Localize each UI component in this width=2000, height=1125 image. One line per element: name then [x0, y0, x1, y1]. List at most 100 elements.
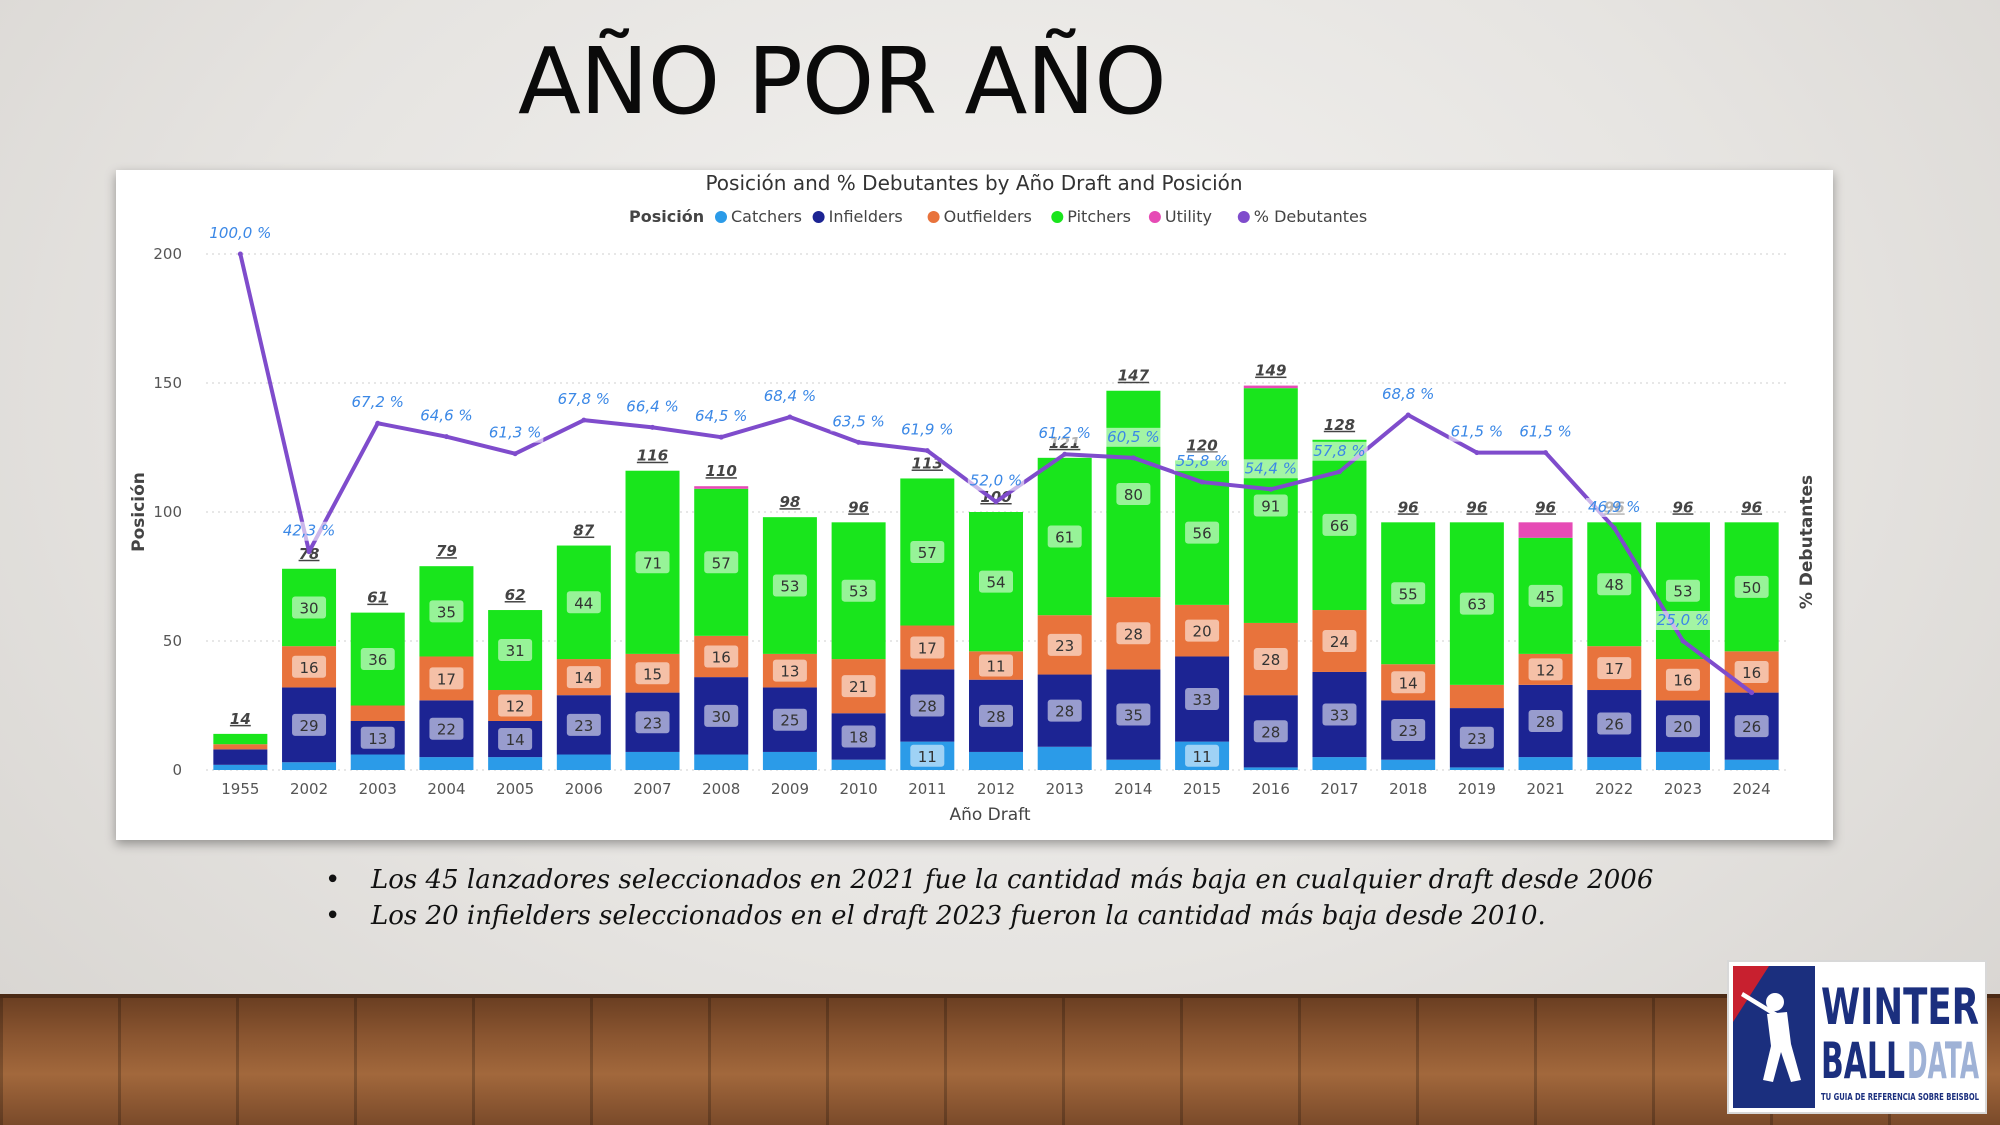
bar-segment-catchers-2010: [831, 759, 886, 770]
pct-label: 25,0 %: [1657, 611, 1709, 629]
data-label-pitchers: 36: [368, 651, 387, 669]
pct-label-box: [1448, 422, 1506, 442]
data-label-pitchers: 54: [986, 574, 1005, 592]
x-tick-label: 2004: [427, 780, 465, 798]
debutantes-point-2004: [443, 434, 449, 440]
data-label-infielders: 23: [574, 717, 593, 735]
pct-label-box: [1517, 422, 1574, 442]
data-label-box: [1322, 703, 1357, 726]
pct-label: 64,5 %: [695, 407, 747, 425]
x-tick-label: 2017: [1320, 780, 1358, 798]
batter-silhouette-icon: [1741, 992, 1801, 1082]
total-label: 96: [1741, 498, 1762, 516]
data-label-box: [1322, 630, 1357, 652]
bar-segment-utility-2021: [1518, 522, 1573, 538]
pct-label-box: [486, 423, 544, 443]
data-label-pitchers: 31: [506, 642, 525, 660]
bar-segment-catchers-2013: [1037, 746, 1092, 770]
data-label-outfielders: 16: [712, 648, 731, 666]
y-tick-label: 0: [172, 761, 182, 779]
data-label-infielders: 33: [1330, 707, 1349, 725]
data-label-box: [910, 540, 945, 563]
pct-label: 61,3 %: [489, 424, 541, 442]
bullet-marker: •: [325, 901, 341, 931]
pct-label-box: [349, 393, 406, 413]
data-label-box: [1734, 660, 1769, 683]
pct-label: 68,4 %: [764, 387, 816, 405]
pct-label: 54,4 %: [1245, 459, 1297, 477]
data-label-pitchers: 80: [1124, 486, 1143, 504]
data-label-box: [1459, 592, 1494, 615]
legend-label-3: Pitchers: [1067, 207, 1131, 226]
data-label-outfielders: 16: [1742, 664, 1761, 682]
data-label-box: [772, 574, 807, 597]
logo-word-ball: BALL: [1821, 1032, 1905, 1090]
debutantes-point-2013: [1062, 451, 1068, 457]
total-label: 87: [573, 522, 594, 540]
bar-segment-catchers-2002: [282, 762, 337, 770]
bar-segment-pitchers-1955: [213, 733, 268, 745]
x-tick-label: 2012: [977, 780, 1015, 798]
data-label-box: [979, 570, 1013, 593]
x-tick-label: 2024: [1733, 780, 1771, 798]
bar-segment-catchers-2004: [419, 757, 474, 770]
data-label-infielders: 26: [1605, 716, 1624, 734]
data-label-outfielders: 15: [643, 665, 662, 683]
data-label-outfielders: 11: [986, 658, 1005, 676]
pct-label-box: [1311, 441, 1368, 461]
chart-card: Posición and % Debutantes by Año Draft a…: [116, 170, 1833, 840]
data-label-pitchers: 53: [780, 578, 799, 596]
data-label-box: [1185, 521, 1220, 544]
pct-label-box: [1036, 424, 1093, 444]
data-label-box: [1391, 671, 1426, 694]
data-label-pitchers: 71: [643, 554, 662, 572]
data-label-outfielders: 17: [918, 639, 937, 657]
legend-label-0: Catchers: [731, 207, 802, 226]
data-label-outfielders: 14: [574, 669, 593, 687]
logo-word-data: DATA: [1907, 1032, 1979, 1090]
data-label-outfielders: 14: [1399, 674, 1418, 692]
data-label-pitchers: 53: [849, 583, 868, 601]
bar-segment-catchers-2005: [488, 757, 543, 770]
logo-tagline: TU GUIA DE REFERENCIA SOBRE BEISBOL: [1821, 1092, 1979, 1103]
data-label-infielders: 23: [1467, 730, 1486, 748]
x-tick-label: 2011: [908, 780, 946, 798]
data-label-box: [910, 694, 945, 717]
data-label-outfielders: 24: [1330, 633, 1349, 651]
data-label-box: [635, 662, 670, 685]
bar-segment-catchers-2016: [1243, 767, 1298, 770]
x-tick-label: 2023: [1664, 780, 1702, 798]
data-label-box: [1734, 715, 1769, 738]
total-label: 79: [436, 542, 457, 560]
pct-label-box: [1654, 611, 1712, 630]
data-label-box: [979, 704, 1013, 727]
data-label-box: [1322, 513, 1357, 536]
legend-marker-2: [927, 211, 940, 223]
data-label-pitchers: 44: [574, 594, 593, 612]
debutantes-point-2005: [512, 451, 518, 457]
data-label-box: [292, 655, 327, 678]
total-label: 14: [230, 710, 251, 728]
data-label-box: [1116, 482, 1151, 505]
legend-marker-3: [1051, 211, 1064, 223]
legend-marker-5: [1237, 211, 1250, 223]
pct-label-box: [555, 390, 613, 410]
data-label-outfielders: 17: [1605, 660, 1624, 678]
data-label-infielders: 29: [299, 717, 318, 735]
data-label-pitchers: 61: [1055, 529, 1074, 547]
data-label-box: [704, 645, 739, 668]
legend-marker-0: [715, 211, 727, 223]
x-tick-label: 2006: [565, 780, 603, 798]
data-label-box: [1047, 633, 1082, 656]
y-tick-label: 100: [153, 503, 182, 521]
debutantes-point-2015: [1199, 479, 1205, 485]
pct-label-box: [1242, 459, 1299, 479]
debutantes-point-2021: [1543, 450, 1549, 456]
data-label-outfielders: 28: [1261, 651, 1280, 669]
data-label-box: [704, 551, 739, 574]
slide-title: AÑO POR AÑO: [518, 28, 1167, 135]
pct-label-box: [1105, 427, 1162, 447]
bar-segment-catchers-2012: [969, 751, 1023, 770]
data-label-outfielders: 20: [1193, 623, 1212, 641]
pct-label: 66,4 %: [626, 397, 678, 415]
